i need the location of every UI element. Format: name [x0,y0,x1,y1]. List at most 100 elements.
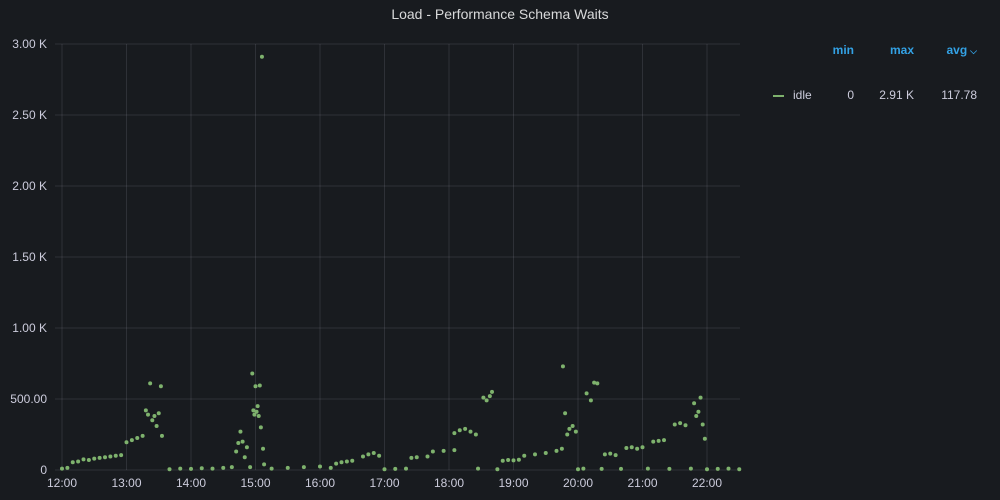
data-point [76,459,81,464]
data-point [382,467,387,472]
data-point [86,458,91,463]
data-point [234,449,239,454]
data-point [334,461,339,466]
data-point [344,459,349,464]
data-point [554,448,559,453]
data-point [178,466,183,471]
x-tick-label: 13:00 [111,476,141,490]
data-point [495,467,500,472]
data-point [570,423,575,428]
legend-avg-label: avg [946,43,968,57]
data-point [366,452,371,457]
data-point [414,455,419,460]
data-point [361,454,365,459]
data-point [452,448,457,453]
data-point [404,466,408,471]
data-point [672,422,677,427]
data-point [339,460,344,465]
data-point [148,381,153,386]
data-point [92,456,97,461]
data-point [613,453,618,458]
y-tick-label: 3.00 K [12,37,47,51]
data-point [409,455,414,460]
data-point [692,401,697,406]
legend: min max avg ⌵ idle 0 2.91 K 117.78 [760,40,985,102]
data-point [567,426,572,431]
x-tick-label: 19:00 [498,476,528,490]
data-point [560,364,565,369]
data-point [500,458,505,463]
data-point [301,465,306,470]
data-point [108,454,113,459]
data-point [236,441,241,446]
data-point [522,453,527,458]
data-point [441,448,446,453]
data-point [584,391,589,396]
legend-sort-max[interactable]: max [889,43,914,57]
data-point [119,453,124,458]
data-point [700,422,705,427]
data-point [154,423,159,428]
data-point [726,466,731,471]
data-point [602,452,607,457]
data-point [715,466,720,471]
data-point [199,466,204,471]
legend-sort-min[interactable]: min [832,43,854,57]
x-axis-ticks: 12:00 13:00 14:00 15:00 16:00 17:00 18:00 19:00… [47,476,722,490]
data-point [269,466,274,471]
y-tick-label: 2.00 K [12,179,47,193]
data-point [619,466,623,471]
data-point [624,445,629,450]
data-point [253,384,258,389]
data-point [656,438,661,443]
x-tick-label: 16:00 [305,476,335,490]
data-point [250,371,255,376]
legend-min-value: 0 [847,88,854,102]
x-tick-label: 21:00 [627,476,657,490]
data-point [702,436,707,441]
data-point [135,436,140,441]
data-point [696,409,701,414]
data-point [210,466,215,471]
legend-sort-avg[interactable]: avg ⌵ [946,43,977,57]
data-point [487,394,492,399]
data-point [221,465,226,470]
data-point [698,395,703,400]
data-point [543,450,548,455]
data-point [430,449,435,454]
data-point [261,446,266,451]
data-point [146,412,150,417]
data-point [476,466,481,471]
data-point [65,465,70,470]
x-tick-label: 18:00 [434,476,464,490]
data-point [124,440,129,445]
data-point [662,438,666,443]
data-point [103,455,107,460]
data-point [257,383,262,388]
data-point [457,428,462,433]
data-point [705,467,709,472]
data-point [252,412,257,417]
data-point [318,464,322,469]
data-point [640,445,645,450]
data-point [258,425,263,430]
data-point [189,466,193,471]
legend-series-name[interactable]: idle [793,88,812,102]
data-point [328,465,333,470]
data-point [484,398,489,403]
data-point [573,429,578,434]
data-point [97,455,102,460]
data-point [516,457,521,462]
data-point [242,455,247,460]
y-tick-label: 2.50 K [12,108,47,122]
data-point [350,458,355,463]
legend-max-value: 2.91 K [879,88,914,102]
data-point [581,466,586,471]
legend-swatch [773,95,784,97]
data-point [490,389,494,394]
data-point [256,414,261,419]
panel-title: Load - Performance Schema Waits [391,6,609,22]
series-points [60,54,742,472]
data-point [463,426,468,431]
data-point [651,439,656,444]
